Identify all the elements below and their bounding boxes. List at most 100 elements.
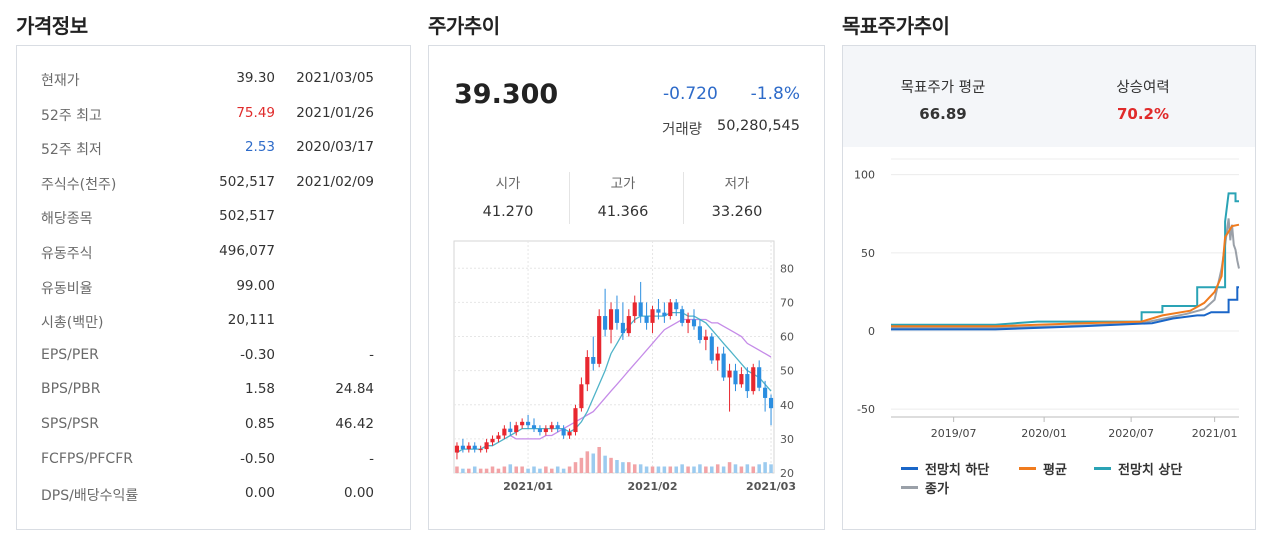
volume-bar: [615, 460, 619, 473]
target-avg: 목표주가 평균 66.89: [843, 76, 1043, 123]
info-value: 75.49: [236, 104, 275, 121]
info-value: 99.00: [236, 277, 275, 294]
upside-label: 상승여력: [1116, 80, 1170, 96]
candle-body: [466, 445, 471, 450]
candle-body: [549, 425, 554, 429]
volume-bar: [609, 457, 613, 473]
price-info-title: 가격정보: [16, 14, 88, 38]
candle-body: [763, 387, 768, 398]
legend-close-label: 종가: [925, 482, 949, 497]
info-value: 0.00: [244, 485, 275, 502]
x-tick-label: 2021/01: [503, 480, 553, 493]
current-price: 39.300: [454, 79, 559, 110]
volume-bar: [478, 468, 483, 473]
info-label: 해당종목: [41, 211, 93, 228]
volume-bar: [472, 466, 477, 473]
info-label: 현재가: [41, 73, 80, 89]
x-tick-label: 2021/01: [1192, 427, 1238, 440]
info-value: 39.30: [236, 70, 275, 86]
volume-bar: [745, 464, 750, 473]
candle-body: [686, 319, 691, 323]
candle-body: [579, 384, 584, 409]
volume-bar: [561, 468, 566, 473]
legend-swatch: [1094, 467, 1111, 470]
candle-body: [662, 312, 667, 317]
candlestick-chart[interactable]: 20 30 40 50 60 70 80 2021/01 2021/02 2021/03: [453, 240, 803, 500]
upside-value: 70.2%: [1116, 105, 1170, 123]
info-row: 유동비율 99.00: [17, 278, 410, 298]
info-row: 유동주식 496,077: [17, 243, 410, 263]
volume-bar: [514, 466, 518, 473]
info-value-secondary: -: [369, 346, 374, 363]
info-row: 해당종목 502,517: [17, 208, 410, 228]
volume-bar: [656, 466, 661, 473]
volume-bar: [638, 464, 643, 473]
info-label: FCFPS/PFCFR: [41, 450, 133, 467]
info-value: 502,517: [219, 173, 275, 190]
candle-body: [680, 309, 685, 323]
y-tick-label: -50: [857, 403, 875, 416]
info-label: BPS/PBR: [41, 381, 101, 398]
candle-body: [484, 442, 489, 450]
volume-bar: [733, 464, 738, 473]
volume-bar: [538, 468, 542, 473]
legend-low: 전망치 하단: [901, 459, 989, 478]
info-value-secondary: 24.84: [335, 381, 374, 398]
series-high-line: [891, 192, 1239, 326]
y-tick-label: 100: [854, 169, 875, 182]
volume-bar: [467, 468, 471, 473]
candle-body: [555, 425, 560, 429]
legend-low-label: 전망치 하단: [925, 463, 990, 478]
target-summary: 목표주가 평균 66.89 상승여력 70.2%: [843, 46, 1255, 147]
info-value: 496,077: [219, 243, 275, 259]
info-label: 유동주식: [41, 246, 93, 262]
volume-bar: [484, 468, 489, 473]
x-tick-label: 2021/03: [746, 480, 796, 493]
target-price-chart[interactable]: 100 50 0 -50 2019/07 2020/01 2020/07 2021/01: [843, 147, 1255, 447]
series-avg-line: [891, 223, 1240, 328]
y-tick-label: 60: [780, 331, 794, 344]
info-row: SPS/PSR 0.85 46.42: [17, 416, 410, 436]
legend-swatch: [901, 486, 918, 489]
candle-body: [727, 370, 732, 378]
info-value-secondary: -: [369, 450, 374, 467]
candle-body: [472, 445, 477, 450]
volume-bar: [579, 457, 584, 473]
volume-label: 거래량: [662, 122, 703, 138]
x-tick-label: 2020/07: [1108, 427, 1154, 440]
price-change-pct: -1.8%: [750, 84, 800, 104]
info-label: SPS/PSR: [41, 416, 99, 432]
volume-bar: [710, 466, 714, 473]
price-trend-title: 주가추이: [428, 14, 500, 38]
high-label: 고가: [610, 176, 636, 192]
volume-bar: [508, 464, 513, 473]
info-row: FCFPS/PFCFR -0.50 -: [17, 451, 410, 471]
candle-body: [573, 408, 578, 433]
candle-body: [490, 438, 495, 443]
volume-bar: [668, 466, 673, 473]
y-tick-label: 70: [780, 296, 794, 309]
y-tick-label: 50: [861, 247, 875, 260]
volume-bar: [502, 466, 507, 473]
open-value: 41.270: [482, 204, 534, 220]
open-label: 시가: [495, 176, 521, 192]
volume-bar: [721, 466, 726, 473]
y-tick-label: 40: [780, 399, 794, 412]
volume-bar: [555, 466, 560, 473]
candle-body: [496, 435, 501, 439]
volume-bar: [532, 466, 536, 473]
volume-bar: [662, 466, 667, 473]
info-row: 52주 최고 75.49 2021/01/26: [17, 105, 410, 125]
x-tick-label: 2021/02: [628, 480, 678, 493]
volume-bar: [739, 466, 744, 473]
candle-body: [745, 374, 750, 392]
candle-body: [638, 302, 643, 317]
legend-avg: 평균: [1019, 459, 1067, 478]
volume-bar: [763, 462, 767, 473]
candle-body: [585, 357, 590, 385]
volume-bar: [650, 466, 655, 473]
volume-bar: [627, 462, 631, 473]
legend-high-label: 전망치 상단: [1118, 463, 1183, 478]
volume-bar: [585, 451, 590, 473]
candle-body: [537, 428, 542, 433]
